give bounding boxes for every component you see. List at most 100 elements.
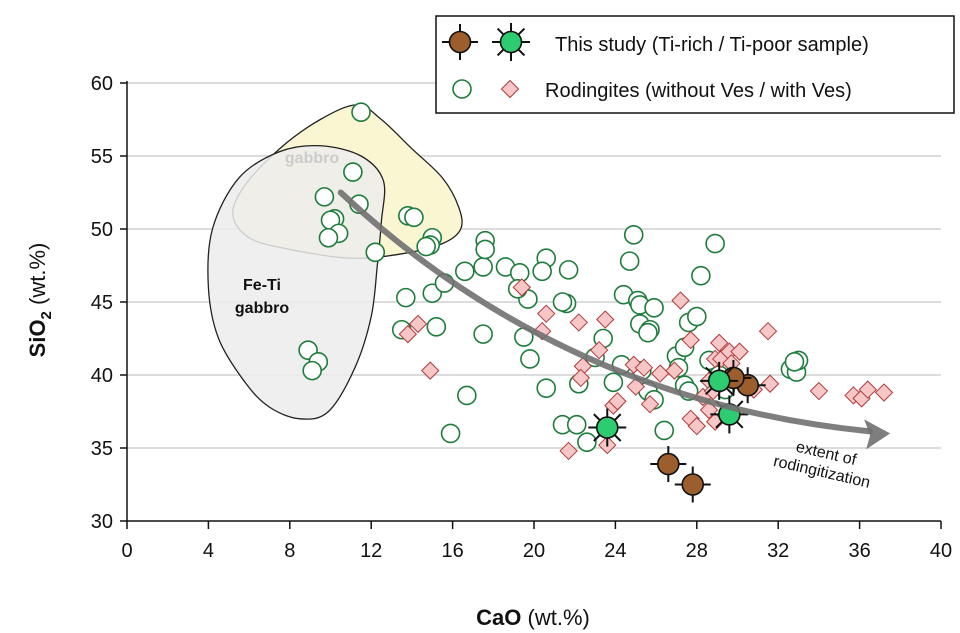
point-open-circle: [654, 420, 675, 441]
legend-box: [435, 15, 955, 114]
point-open-circle: [705, 233, 725, 254]
point-open-circle: [566, 414, 587, 435]
point-open-circle: [426, 317, 447, 337]
point-diamond: [571, 368, 591, 388]
y-axis-title: SiO2 (wt.%): [25, 243, 55, 358]
point-open-circle: [314, 187, 335, 207]
point-open-circle: [455, 261, 475, 282]
point-open-circle: [552, 292, 573, 312]
point-diamond: [634, 358, 654, 377]
point-open-circle: [520, 349, 540, 369]
region-label: gabbro: [235, 300, 289, 317]
point-open-circle: [638, 322, 658, 343]
trend-arrow-shaft: [337, 189, 874, 435]
point-diamond: [640, 394, 660, 414]
point-diamond: [569, 313, 588, 332]
point-open-circle: [691, 265, 711, 286]
legend-entry-this-study: This study (Ti-rich / Ti-poor sample): [555, 34, 869, 56]
point-diamond: [665, 361, 684, 380]
point-open-circle: [475, 239, 495, 260]
x-tick-label: 12: [360, 540, 382, 562]
point-diamond: [681, 330, 700, 350]
point-open-circle: [603, 372, 624, 393]
point-diamond: [398, 324, 418, 344]
point-ti-rich: [681, 473, 705, 496]
point-diamond: [858, 380, 877, 399]
point-ti-poor: [595, 416, 619, 439]
point-open-circle: [558, 260, 579, 280]
point-open-circle: [302, 360, 322, 381]
point-ti-poor: [499, 30, 523, 54]
point-open-circle: [532, 261, 552, 282]
point-open-circle: [351, 102, 371, 122]
point-diamond: [760, 374, 780, 393]
point-diamond: [650, 364, 670, 383]
x-tick-label: 0: [121, 540, 132, 562]
point-diamond: [408, 314, 428, 334]
x-axis-title: CaO (wt.%): [476, 605, 590, 630]
point-open-circle: [644, 298, 664, 318]
point-diamond: [500, 79, 520, 99]
point-open-circle: [577, 432, 597, 452]
point-diamond: [626, 377, 645, 396]
point-diamond: [671, 291, 690, 310]
region-label: Fe-Ti: [243, 277, 281, 294]
y-tick-label: 45: [91, 292, 113, 314]
point-open-circle: [452, 79, 472, 99]
point-diamond: [559, 441, 578, 461]
point-diamond: [589, 340, 609, 360]
point-diamond: [874, 383, 894, 402]
point-open-circle: [457, 385, 477, 406]
y-tick-label: 50: [91, 219, 113, 241]
x-tick-label: 28: [686, 540, 708, 562]
point-open-circle: [318, 227, 339, 248]
point-open-circle: [473, 324, 493, 344]
x-tick-label: 16: [441, 540, 463, 562]
point-diamond: [758, 321, 778, 341]
point-open-circle: [404, 207, 424, 228]
x-tick-label: 8: [284, 540, 295, 562]
point-ti-rich: [448, 30, 472, 54]
point-ti-poor: [707, 369, 731, 393]
axes: 0 4 8 12 16 20 24 28 32 36 40 30 35 40 45 50 55 60: [91, 73, 952, 562]
point-diamond: [512, 278, 531, 297]
point-open-circle: [365, 242, 386, 263]
y-tick-label: 35: [91, 438, 113, 460]
point-open-circle: [509, 262, 530, 283]
point-open-circle: [416, 236, 436, 257]
point-diamond: [421, 361, 440, 380]
point-open-circle: [623, 225, 644, 245]
y-tick-label: 30: [91, 511, 113, 533]
y-tick-label: 55: [91, 146, 113, 168]
point-open-circle: [473, 257, 493, 277]
point-open-circle: [686, 306, 707, 327]
point-diamond: [596, 310, 615, 329]
point-diamond: [608, 392, 627, 411]
x-tick-label: 4: [203, 540, 214, 562]
legend-entry-rodingites: Rodingites (without Ves / with Ves): [545, 80, 852, 102]
series-diamond: [398, 278, 894, 461]
y-tick-label: 40: [91, 365, 113, 387]
x-tick-label: 40: [930, 540, 952, 562]
point-open-circle: [619, 251, 640, 271]
point-ti-rich: [657, 452, 680, 476]
point-open-circle: [440, 423, 461, 444]
x-tick-label: 24: [604, 540, 626, 562]
x-tick-label: 36: [848, 540, 870, 562]
trend-arrow-head: [864, 419, 891, 450]
y-tick-label: 60: [91, 73, 113, 95]
region-fe-ti-gabbro: [207, 144, 386, 420]
x-tick-label: 20: [523, 540, 545, 562]
point-diamond: [687, 416, 707, 436]
legend: This study (Ti-rich / Ti-poor sample) Ro…: [435, 15, 955, 114]
point-diamond: [730, 342, 749, 361]
point-open-circle: [784, 352, 805, 372]
x-tick-label: 32: [767, 540, 789, 562]
point-open-circle: [536, 378, 557, 398]
point-diamond: [537, 304, 556, 323]
legend-symbols: [442, 23, 530, 99]
series-cross-circle: [650, 359, 766, 503]
point-open-circle: [343, 162, 363, 182]
point-diamond: [809, 381, 829, 401]
